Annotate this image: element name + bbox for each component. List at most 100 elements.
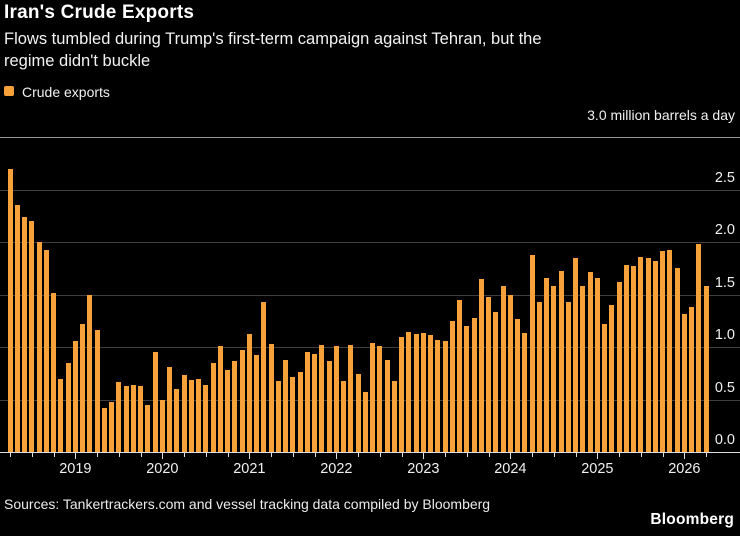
bar [239,350,245,452]
x-tick-label: 2021 [233,461,266,477]
x-axis-tick [510,453,512,459]
x-axis-tick [640,453,642,457]
bar [217,345,223,452]
x-axis-tick [162,453,164,459]
subtitle-line-2: regime didn't buckle [4,52,151,70]
bar [145,404,151,452]
y-tick-label: 2.5 [714,169,735,186]
bar [7,168,13,452]
bar [594,277,600,452]
bar [130,384,136,452]
legend-swatch-crude-exports [4,86,14,96]
bar [435,339,441,452]
bar [660,251,666,452]
top-gridline [0,137,740,138]
bar [544,277,550,452]
x-axis-tick [488,453,490,457]
bar [558,271,564,452]
bar [391,380,397,452]
bar [522,333,528,452]
bar [616,281,622,452]
bar [428,335,434,452]
x-axis-tick [292,453,294,457]
bar [58,378,64,452]
bar [246,334,252,452]
page-subtitle: Flows tumbled during Trump's first-term … [4,28,542,72]
subtitle-line-1: Flows tumbled during Trump's first-term … [4,30,542,48]
bar [384,359,390,452]
bar [123,385,129,452]
x-axis-tick [271,453,273,457]
bar [210,362,216,452]
y-tick-label: 2.0 [714,222,735,238]
x-tick-label: 2020 [146,461,179,477]
x-axis-tick [118,453,120,457]
bar [652,260,658,452]
bar [573,257,579,452]
bar [29,221,35,452]
bar [159,399,165,452]
bar [507,294,513,452]
bar [232,360,238,452]
x-axis-tick [597,453,599,459]
x-axis-tick [336,453,338,459]
y-tick-label: 1.0 [714,327,735,343]
x-axis-line [0,452,740,453]
x-axis-tick [401,453,403,457]
bar [203,384,209,452]
bar [442,340,448,452]
bar [638,256,644,452]
x-axis-tick [97,453,99,457]
bar [51,293,57,452]
bar [420,333,426,452]
bar [703,286,709,452]
bar [406,332,412,452]
bar [645,257,651,452]
bar [341,380,347,452]
bar [138,385,144,452]
bar [681,314,687,452]
bar [188,379,194,452]
gridline [0,294,740,296]
bar [486,296,492,452]
gridline [0,189,740,191]
x-axis-tick [140,453,142,457]
bar [181,375,187,452]
y-tick-label: 0.0 [714,432,735,448]
x-axis-tick [706,453,708,457]
bar [152,352,158,452]
bar [623,265,629,452]
bar [631,266,637,452]
x-axis-tick [205,453,207,457]
bar [312,354,318,452]
x-tick-label: 2023 [407,461,440,477]
x-axis-tick [358,453,360,457]
bar [196,378,202,452]
bar [326,360,332,452]
bar [275,380,281,452]
bar [65,362,71,452]
x-axis-tick [662,453,664,457]
x-axis-tick [249,453,251,459]
x-tick-label: 2019 [59,461,92,477]
bar [355,374,361,452]
x-axis-tick [423,453,425,459]
bar [319,344,325,452]
x-axis-tick [10,453,12,457]
bar [674,268,680,452]
bar [370,342,376,452]
bar [515,318,521,452]
bar [457,299,463,452]
bar [94,330,100,452]
bar [72,340,78,452]
x-axis-tick [31,453,33,457]
bar [109,401,115,452]
bar [536,301,542,452]
gridline [0,242,740,243]
x-axis-tick [532,453,534,457]
x-axis-tick [684,453,686,459]
bar [602,323,608,452]
bar [174,389,180,452]
gridline [0,347,740,348]
bar [333,345,339,452]
